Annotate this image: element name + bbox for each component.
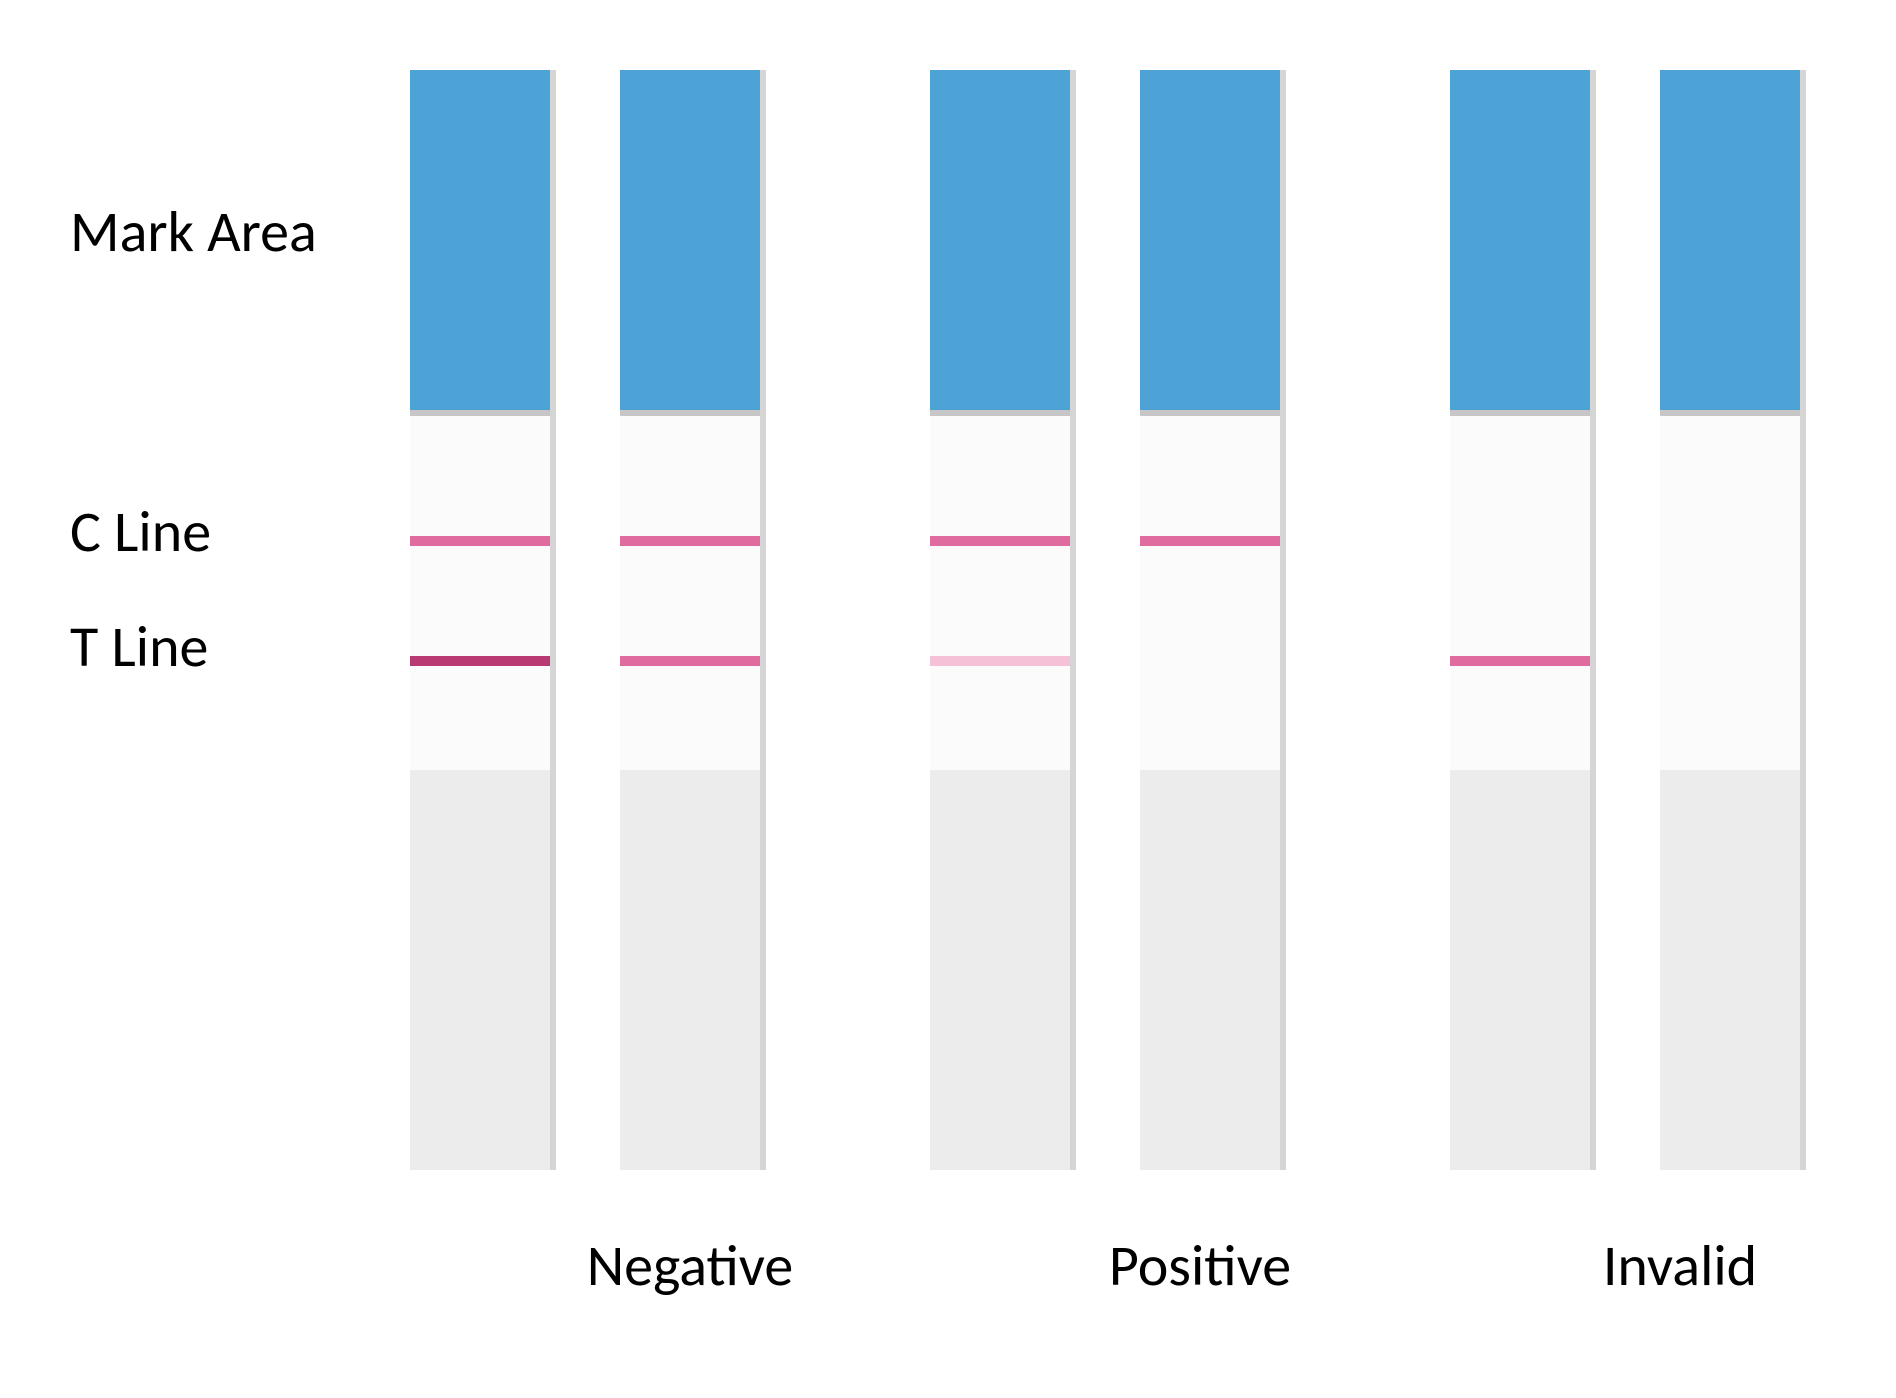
t-line-band [410,656,550,666]
c-line-band [930,536,1070,546]
test-strip [930,70,1070,1170]
strip-mark-area [1450,70,1590,410]
strip-mark-area [930,70,1070,410]
strip-window [410,416,550,770]
strip-shadow [1280,70,1286,1170]
strip-shadow [1800,70,1806,1170]
test-strip [410,70,550,1170]
strip-sample-pad [1140,770,1280,1170]
group-label-positive: Positive [990,1230,1410,1301]
diagram-canvas: Mark Area C Line T Line Negative Positiv… [0,0,1896,1398]
strip-sample-pad [930,770,1070,1170]
c-line-band [1140,536,1280,546]
strip-sample-pad [1450,770,1590,1170]
t-line-band [1450,656,1590,666]
strip-shadow [1070,70,1076,1170]
label-c-line: C Line [70,500,211,564]
label-mark-area: Mark Area [70,200,317,264]
strip-sample-pad [620,770,760,1170]
group-label-negative: Negative [480,1230,900,1301]
strip-mark-area [410,70,550,410]
test-strip [1450,70,1590,1170]
label-t-line: T Line [70,615,208,679]
strip-window [1450,416,1590,770]
t-line-band [930,656,1070,666]
strip-window [1140,416,1280,770]
group-label-invalid: Invalid [1490,1230,1870,1301]
strip-shadow [550,70,556,1170]
strip-window [930,416,1070,770]
strip-shadow [1590,70,1596,1170]
strip-shadow [760,70,766,1170]
t-line-band [620,656,760,666]
strip-mark-area [620,70,760,410]
strip-mark-area [1140,70,1280,410]
strip-mark-area [1660,70,1800,410]
c-line-band [620,536,760,546]
test-strip [1660,70,1800,1170]
test-strip [1140,70,1280,1170]
strip-sample-pad [410,770,550,1170]
strip-sample-pad [1660,770,1800,1170]
strip-window [620,416,760,770]
c-line-band [410,536,550,546]
test-strip [620,70,760,1170]
strip-window [1660,416,1800,770]
